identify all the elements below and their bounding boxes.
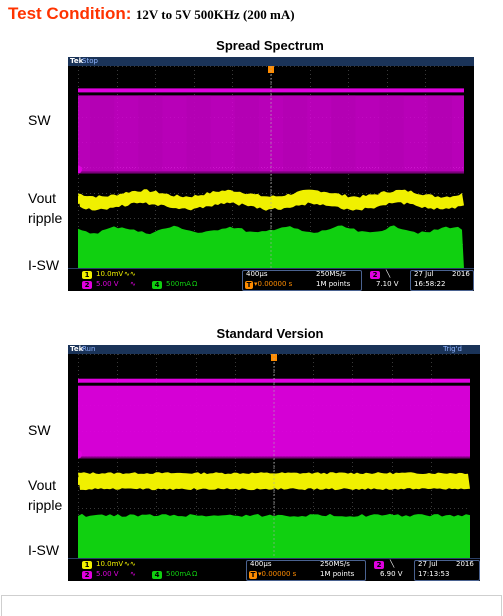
- ch3-scale: 500mA: [166, 280, 191, 288]
- trigger-slope-icon: ╲: [390, 560, 395, 568]
- datetime-box: [414, 560, 480, 581]
- label-sw: SW: [28, 112, 51, 128]
- sw-top-line: [78, 378, 470, 383]
- label-ripple: ripple: [28, 210, 63, 226]
- timebase-box: [246, 560, 366, 581]
- trigger-source-badge: 2: [370, 271, 380, 279]
- trigger-marker: [271, 354, 277, 361]
- ch2-scale: 5.00 V: [96, 280, 119, 288]
- date: 27 Jul: [414, 270, 434, 278]
- time: 17:13:53: [418, 570, 450, 578]
- ch2-badge: 2: [82, 281, 92, 289]
- ch1-badge: 1: [82, 271, 92, 279]
- date: 27 Jul: [418, 560, 438, 568]
- scope-status-bar: Tek Stop: [68, 57, 474, 66]
- ch3-coupling-icon: Ω: [192, 570, 198, 578]
- ch1-marker: [78, 195, 82, 204]
- sw-spread-band: [427, 95, 452, 172]
- ch1-bw-icon: ∿∿: [124, 560, 136, 568]
- sw-spread-band: [186, 95, 211, 172]
- sample-rate: 250MS/s: [316, 270, 346, 278]
- label-ripple-2: ripple: [28, 497, 63, 513]
- scope-readout-bar: 1 10.0mV ∿∿ 2 5.00 V ∿ 4 500mA Ω 400µs T…: [68, 268, 474, 291]
- record-length: 1M points: [316, 280, 351, 288]
- ch4-marker: [78, 257, 82, 265]
- label-isw: I-SW: [28, 257, 60, 273]
- tek-logo: Tek: [70, 57, 84, 65]
- sw-spread-band: [379, 95, 404, 172]
- waveform-display: [78, 66, 464, 269]
- timebase-box: [242, 270, 362, 291]
- trigger-slope-icon: ╲: [386, 270, 391, 278]
- ch3-coupling-icon: Ω: [192, 280, 198, 288]
- acq-status: Stop: [82, 57, 98, 65]
- sw-spread-band: [234, 95, 259, 172]
- trigger-position: ▾0.00000 s: [254, 280, 293, 288]
- time: 16:58:22: [414, 280, 446, 288]
- tek-logo: Tek: [70, 345, 84, 353]
- scope-readout-bar: 1 10.0mV ∿∿ 2 5.00 V ∿ 4 500mA Ω 400µs T…: [68, 558, 480, 581]
- label-sw-2: SW: [28, 422, 51, 438]
- test-condition-label: Test Condition:: [8, 4, 132, 23]
- trigger-marker: [268, 66, 274, 73]
- sw-spread-band: [138, 95, 163, 172]
- sw-low-edge: [78, 171, 464, 174]
- record-length: 1M points: [320, 570, 355, 578]
- acq-status: Run: [82, 345, 96, 353]
- trigger-pos-icon: T: [245, 281, 253, 289]
- datetime-box: [410, 270, 474, 291]
- oscilloscope-standard: Tek Run Trig'd 1 10.0mV ∿∿ 2 5.00 V ∿ 4 …: [68, 345, 480, 581]
- ch2-badge: 2: [82, 571, 92, 579]
- year: 2016: [452, 270, 470, 278]
- trigger-level: 7.10 V: [376, 280, 399, 288]
- test-condition-heading: Test Condition: 12V to 5V 500KHz (200 mA…: [8, 4, 295, 24]
- ch2-marker: [78, 450, 82, 459]
- trigger-source-badge: 2: [374, 561, 384, 569]
- scope-status-bar: Tek Run Trig'd: [68, 345, 480, 354]
- ch1-bw-icon: ∿∿: [124, 270, 136, 278]
- ch3-scale: 500mA: [166, 570, 191, 578]
- year: 2016: [456, 560, 474, 568]
- panel-title-spread: Spread Spectrum: [216, 38, 324, 53]
- ch2-bw-icon: ∿: [130, 280, 136, 288]
- sample-rate: 250MS/s: [320, 560, 350, 568]
- label-vout: Vout: [28, 190, 57, 206]
- trigger-level: 6.90 V: [380, 570, 403, 578]
- horizontal-scale: 400µs: [246, 270, 268, 278]
- ch1-badge: 1: [82, 561, 92, 569]
- ch2-scale: 5.00 V: [96, 570, 119, 578]
- sw-waveform: [78, 385, 470, 457]
- ch3-badge: 4: [152, 571, 162, 579]
- ch2-marker: [78, 165, 82, 174]
- label-isw-2: I-SW: [28, 542, 60, 558]
- horizontal-scale: 400µs: [250, 560, 272, 568]
- caption-frame: [1, 595, 502, 616]
- trigger-pos-icon: T: [249, 571, 257, 579]
- ch3-badge: 4: [152, 281, 162, 289]
- vout-ripple-waveform: [78, 472, 470, 491]
- oscilloscope-spread: Tek Stop 1 10.0mV ∿∿ 2 5.00 V ∿ 4 500mA …: [68, 57, 474, 291]
- ch2-bw-icon: ∿: [130, 570, 136, 578]
- sw-spread-band: [90, 95, 115, 172]
- sw-low-edge: [78, 456, 470, 459]
- label-vout-2: Vout: [28, 477, 57, 493]
- sw-spread-band: [331, 95, 356, 172]
- ch4-marker: [78, 547, 82, 555]
- ch1-marker: [78, 477, 82, 486]
- trigger-position: ▾0.00000 s: [258, 570, 297, 578]
- trigger-status: Trig'd: [443, 345, 462, 353]
- waveform-display: [78, 354, 470, 559]
- ch1-scale: 10.0mV: [96, 270, 124, 278]
- panel-title-standard: Standard Version: [216, 326, 324, 341]
- test-condition-value: 12V to 5V 500KHz (200 mA): [135, 7, 295, 22]
- sw-spread-band: [283, 95, 308, 172]
- ch1-scale: 10.0mV: [96, 560, 124, 568]
- isw-waveform: [78, 513, 470, 559]
